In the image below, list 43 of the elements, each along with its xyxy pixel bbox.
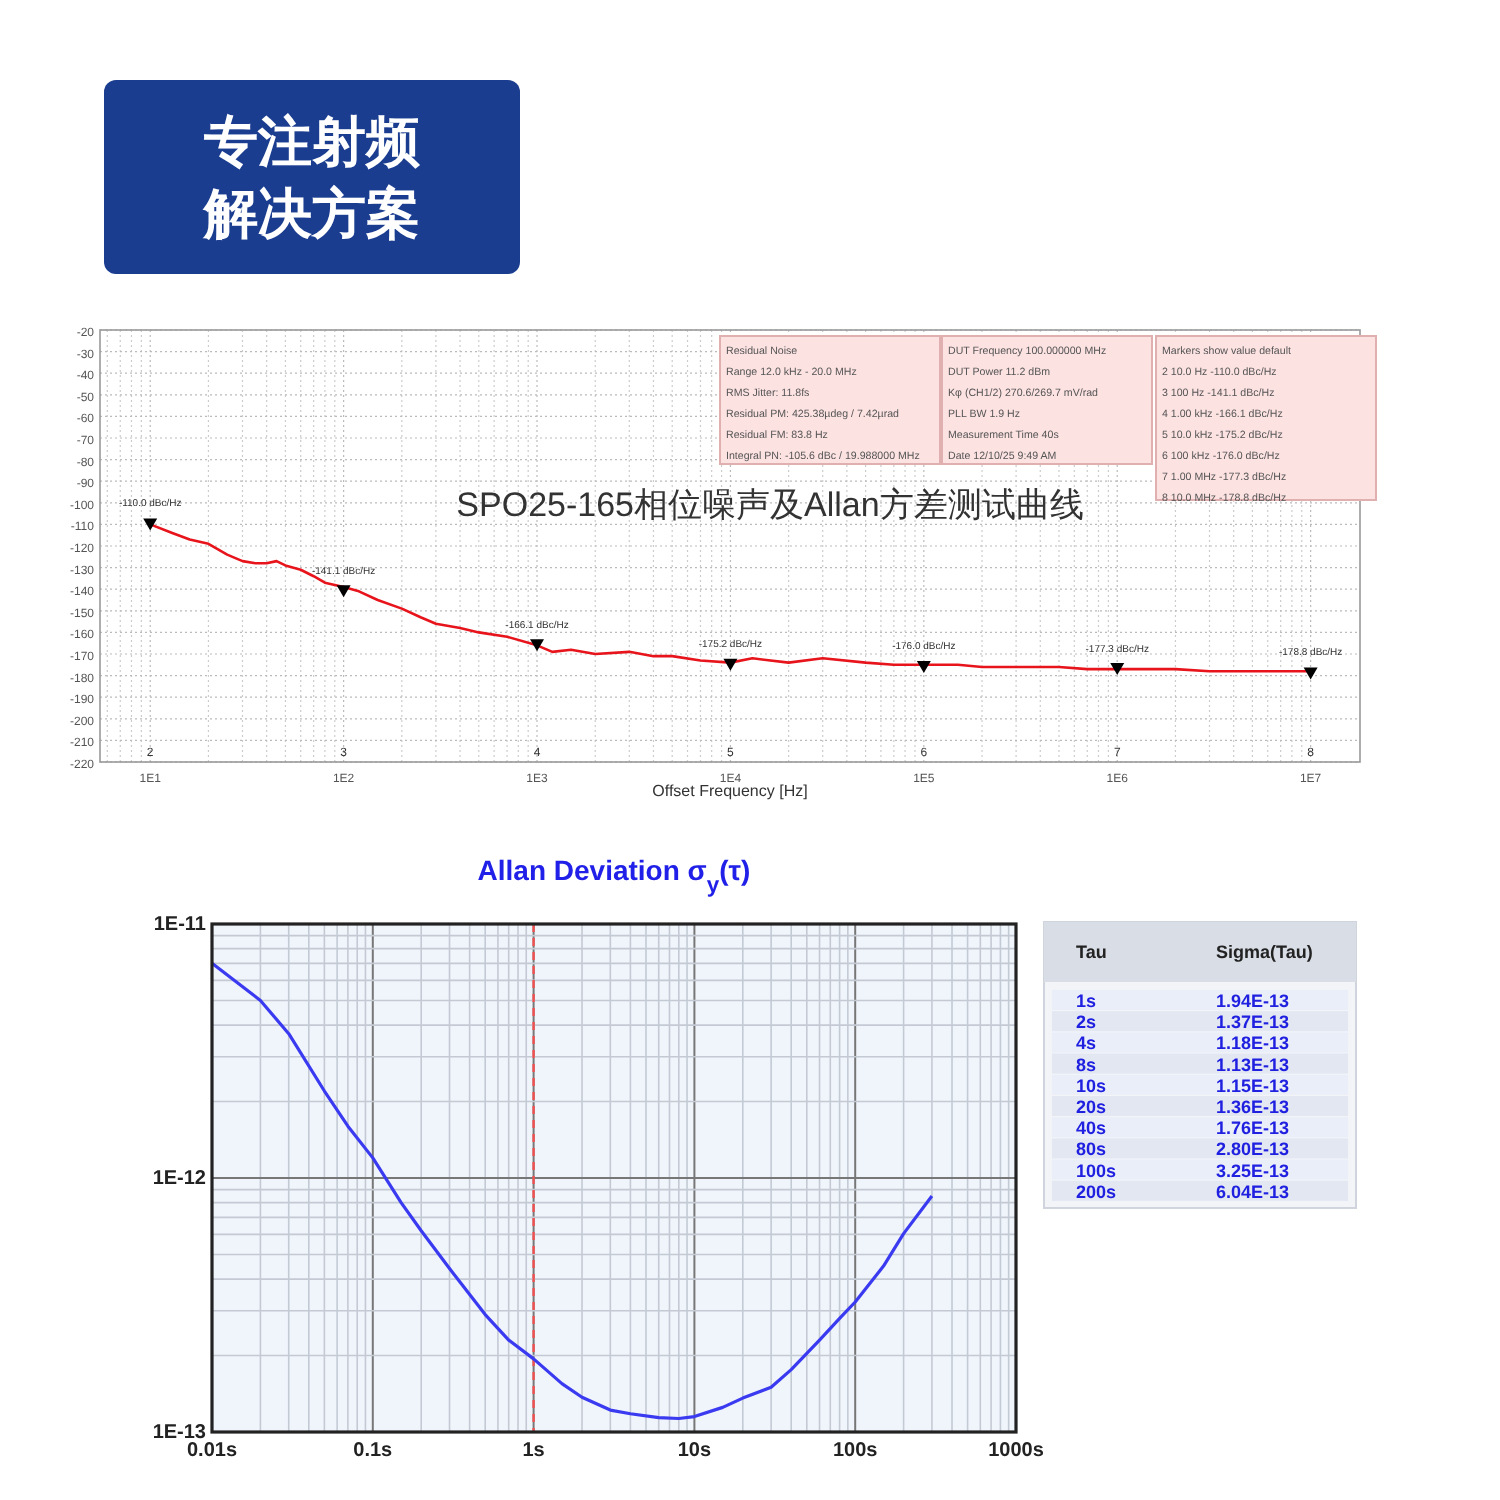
text: 1.13E-13: [1216, 1054, 1290, 1075]
point: [336, 585, 351, 598]
point: [1110, 663, 1125, 676]
category-label: 1s: [1076, 991, 1097, 1011]
point: [530, 639, 545, 652]
category-label: 80s: [1076, 1139, 1107, 1160]
text: 专注射频: [202, 112, 422, 172]
category-label: 40s: [1076, 1118, 1107, 1139]
text: 3.25E-13: [1216, 1160, 1290, 1181]
text: 6.04E-13: [1216, 1181, 1290, 1202]
category-label: 200s: [1076, 1181, 1117, 1202]
point: [1303, 667, 1318, 680]
text: Sigma(Tau): [1216, 942, 1313, 962]
text: 1.18E-13: [1216, 1033, 1290, 1054]
category-label: 10s: [1076, 1075, 1107, 1096]
x-tick-label: 100s: [832, 1440, 879, 1462]
category-label: 2s: [1076, 1012, 1097, 1033]
text: 2.80E-13: [1216, 1139, 1290, 1160]
text: 1.15E-13: [1216, 1075, 1290, 1096]
category-label: 20s: [1076, 1097, 1107, 1117]
x-tick-label: 1000s: [988, 1440, 1045, 1462]
x-tick-label: 1s: [522, 1440, 546, 1462]
x-tick-label: 10s: [677, 1440, 712, 1462]
text: 1.36E-13: [1216, 1097, 1290, 1117]
point: [723, 658, 738, 671]
text: Tau: [1076, 942, 1107, 962]
text: 1.76E-13: [1216, 1118, 1290, 1139]
category-label: 4s: [1076, 1033, 1097, 1054]
x-tick-label: 0.1s: [353, 1440, 394, 1462]
x-tick-label: 0.01s: [186, 1440, 238, 1462]
y-tick-label: 1E-13: [152, 1422, 207, 1444]
text: 解决方案: [202, 184, 420, 244]
x-axis-title: Offset Frequency [Hz]: [652, 782, 808, 800]
text: SPO25-165相位噪声及Allan方差测试曲线: [456, 486, 1084, 524]
chart-title: Allan Deviation σ$_{y}$(τ): [477, 854, 751, 898]
text: 1.37E-13: [1216, 1012, 1290, 1033]
category-label: 100s: [1076, 1160, 1117, 1181]
y-tick-label: 1E-11: [153, 914, 207, 936]
point: [143, 518, 158, 531]
category-label: 8s: [1076, 1054, 1097, 1075]
point: [916, 660, 931, 673]
text: 1.94E-13: [1216, 991, 1290, 1011]
y-tick-label: 1E-12: [152, 1168, 207, 1190]
